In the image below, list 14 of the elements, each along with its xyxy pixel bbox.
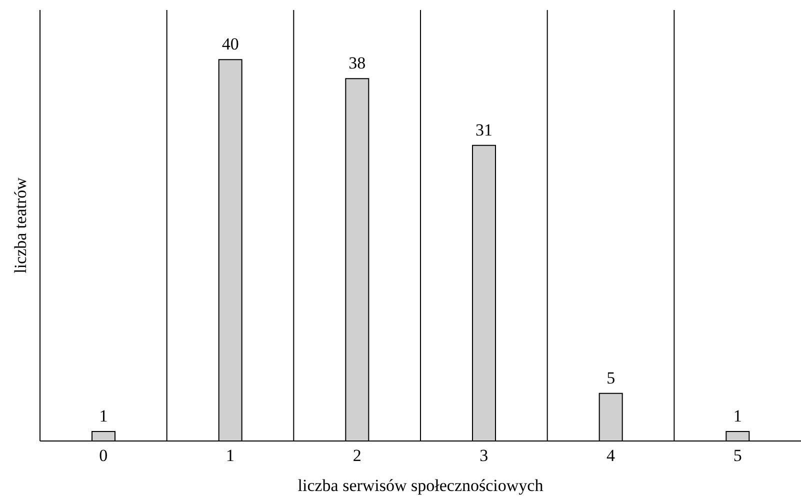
y-axis-title: liczba teatrów — [11, 176, 30, 274]
data-label: 40 — [222, 34, 239, 54]
data-label: 1 — [99, 406, 108, 426]
x-tick-label: 1 — [226, 446, 234, 466]
x-tick-label: 4 — [606, 446, 616, 466]
x-tick-label: 3 — [480, 446, 488, 466]
data-label: 5 — [606, 368, 616, 388]
data-label: 1 — [733, 406, 742, 426]
x-axis-title: liczba serwisów społecznościowych — [298, 476, 544, 495]
data-label: 38 — [348, 54, 366, 73]
x-tick-label: 0 — [99, 446, 108, 466]
data-label: 31 — [476, 120, 492, 140]
x-tick-label: 5 — [733, 446, 742, 466]
x-tick-label: 2 — [352, 446, 362, 466]
